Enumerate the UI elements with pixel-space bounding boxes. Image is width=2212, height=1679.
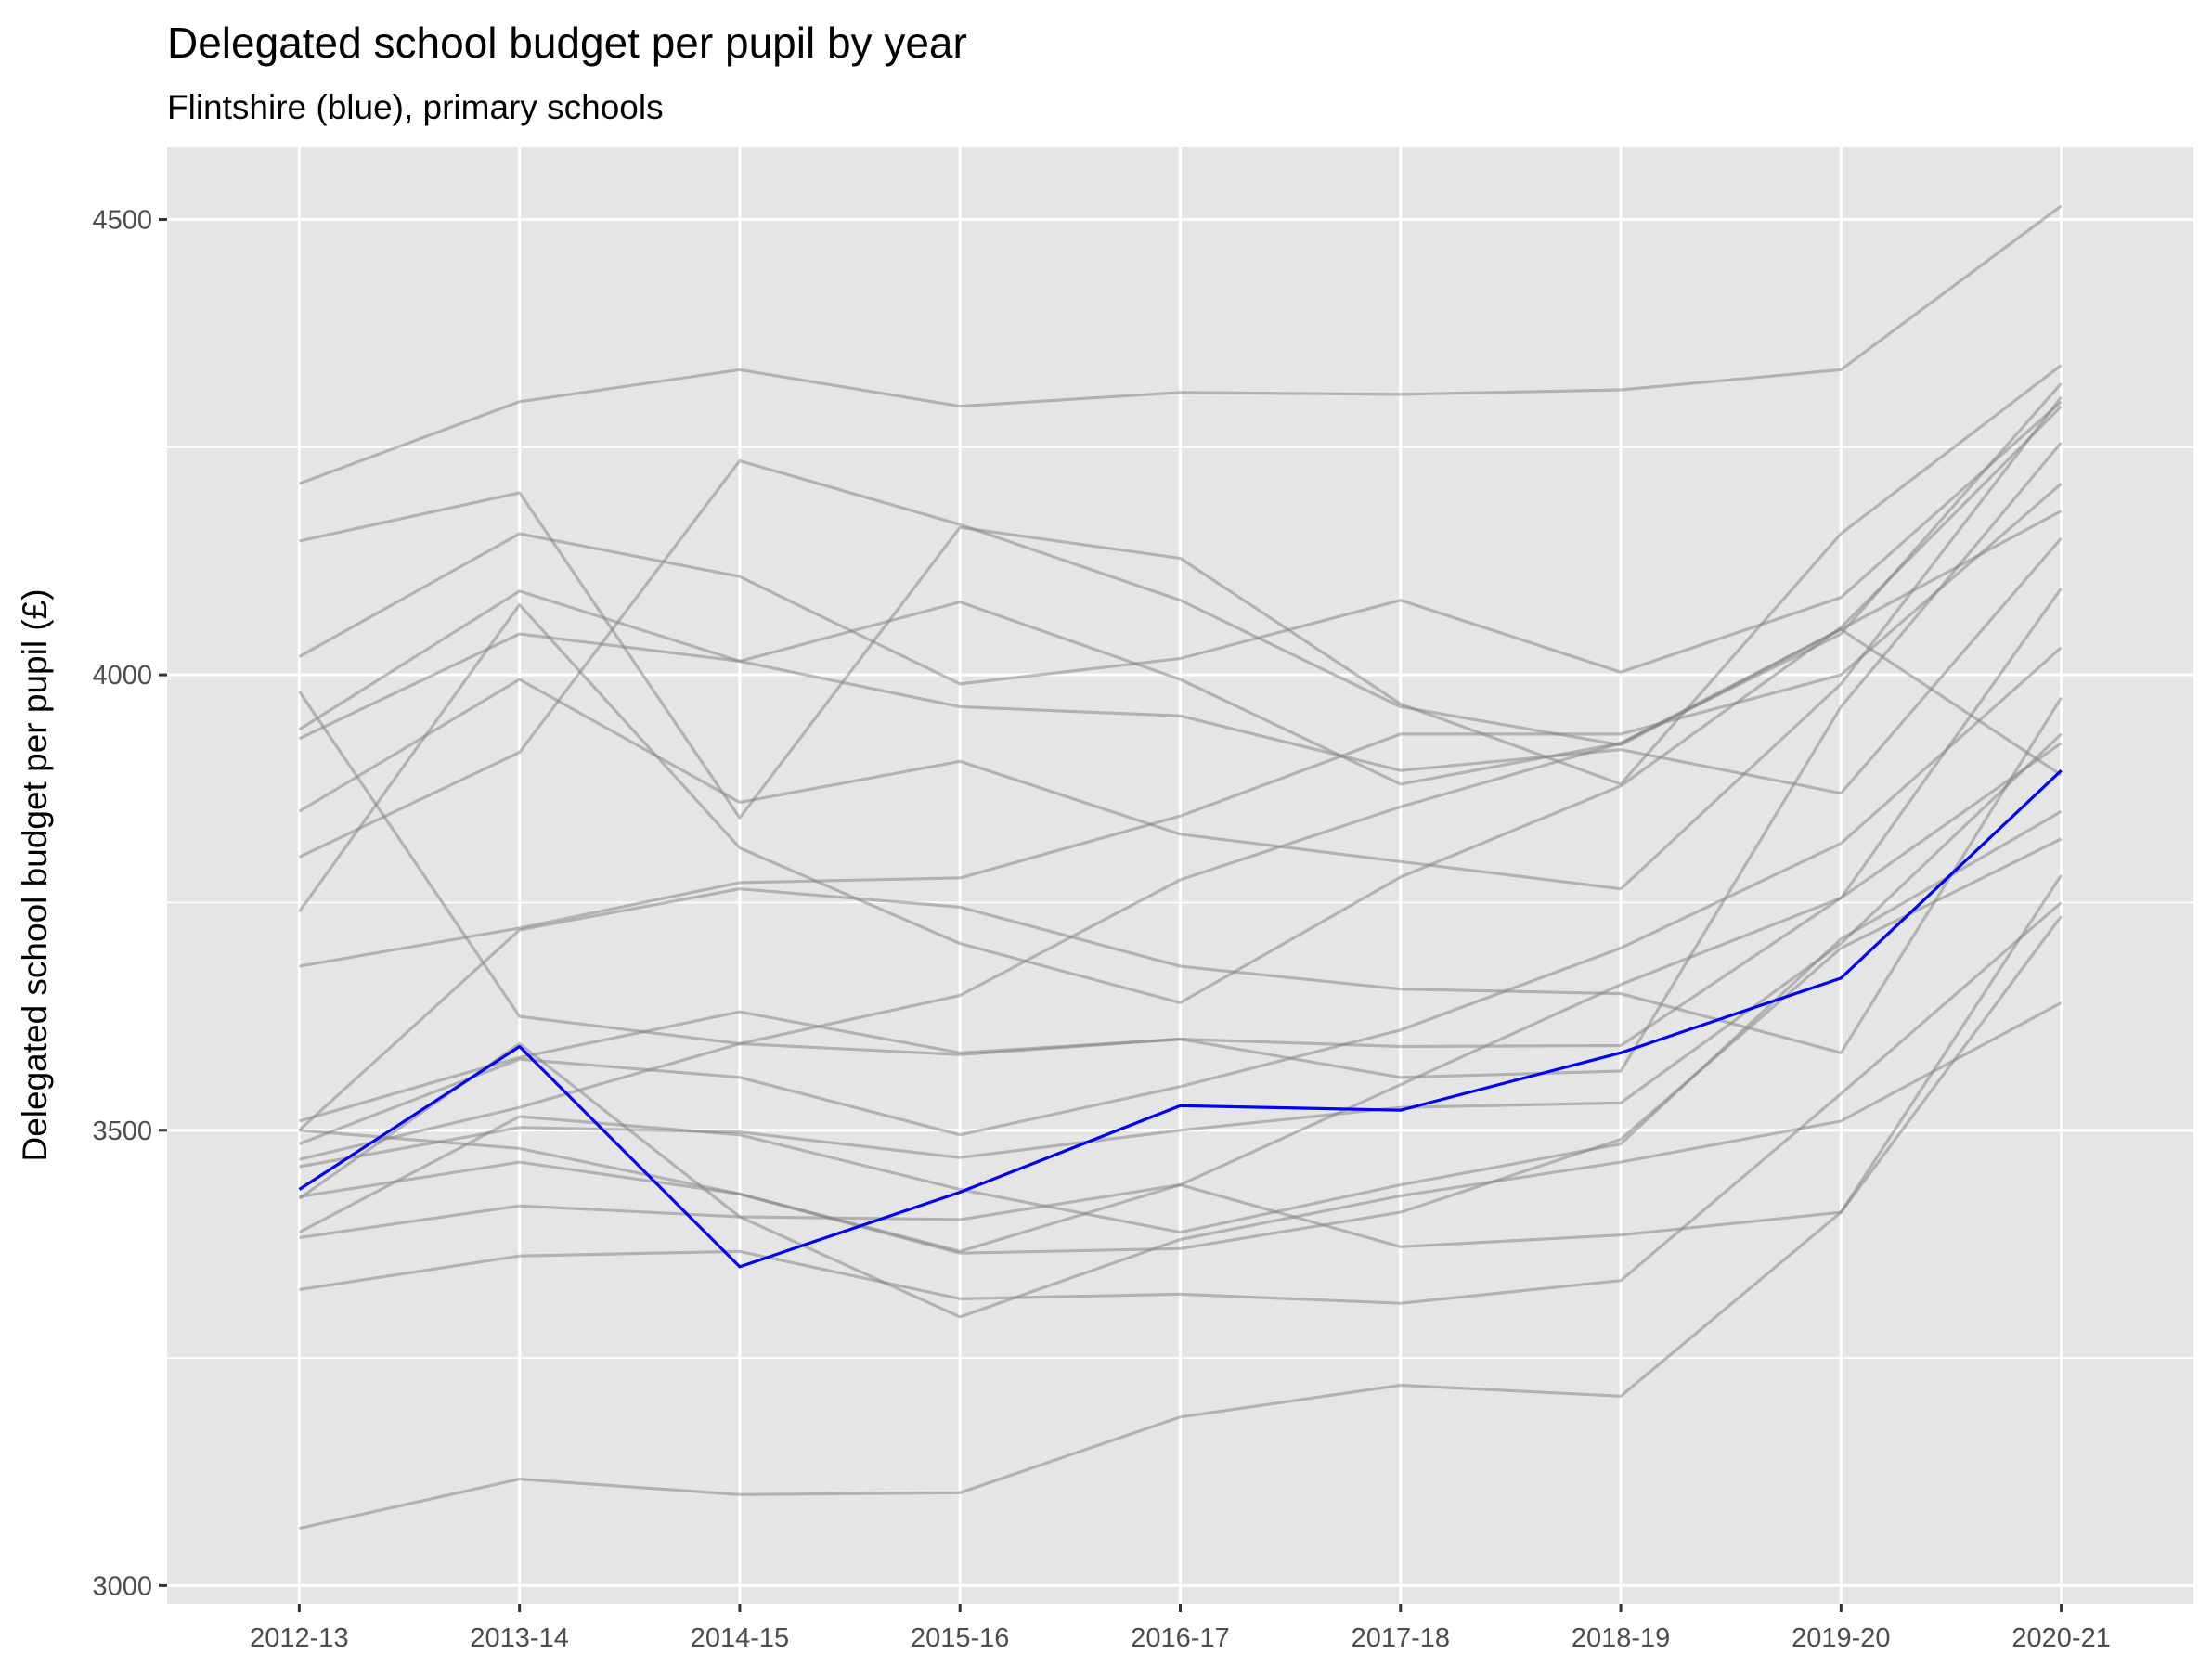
series-line	[298, 441, 2063, 1123]
x-tick-label: 2019-20	[1792, 1623, 1890, 1653]
y-axis-title: Delegated school budget per pupil (£)	[16, 588, 54, 1161]
x-tick-label: 2017-18	[1352, 1623, 1450, 1653]
x-tick-label: 2020-21	[2011, 1623, 2110, 1653]
series-line	[299, 837, 2063, 1255]
series-line	[299, 482, 2063, 968]
y-tick-label: 3000	[92, 1571, 152, 1601]
grid-major	[167, 147, 2193, 1604]
series-line	[298, 809, 2063, 1234]
y-axis: 3000 3500 4000 4500	[92, 206, 167, 1601]
x-tick-label: 2018-19	[1572, 1623, 1670, 1653]
x-tick-label: 2012-13	[250, 1623, 348, 1653]
series-line	[298, 204, 2063, 485]
series-line	[298, 646, 2063, 1145]
series-line	[299, 627, 2063, 1161]
y-tick-label: 4500	[92, 206, 152, 236]
series-line	[299, 915, 2063, 1530]
series-line	[298, 395, 2063, 891]
series-line	[298, 536, 2063, 795]
x-tick-label: 2013-14	[470, 1623, 568, 1653]
series-line	[298, 405, 2063, 1005]
chart-subtitle: Flintshire (blue), primary schools	[167, 88, 664, 126]
series-line	[298, 400, 2063, 686]
series-line	[299, 364, 2063, 820]
x-tick-label: 2016-17	[1131, 1623, 1229, 1653]
series-line	[298, 382, 2063, 786]
x-axis: 2012-13 2013-14 2014-15 2015-16 2016-17 2017-…	[250, 1604, 2111, 1653]
series-line	[299, 901, 2063, 1305]
series-layer	[298, 204, 2063, 1530]
series-line	[299, 732, 2063, 1169]
x-tick-label: 2015-16	[911, 1623, 1009, 1653]
x-tick-label: 2014-15	[691, 1623, 789, 1653]
series-line	[298, 696, 2063, 1131]
chart-title: Delegated school budget per pupil by yea…	[167, 19, 967, 67]
y-tick-label: 3500	[92, 1117, 152, 1146]
series-line-flintshire	[298, 769, 2063, 1269]
series-line	[299, 742, 2063, 1240]
series-line	[298, 1001, 2063, 1319]
y-tick-label: 4000	[92, 661, 152, 691]
